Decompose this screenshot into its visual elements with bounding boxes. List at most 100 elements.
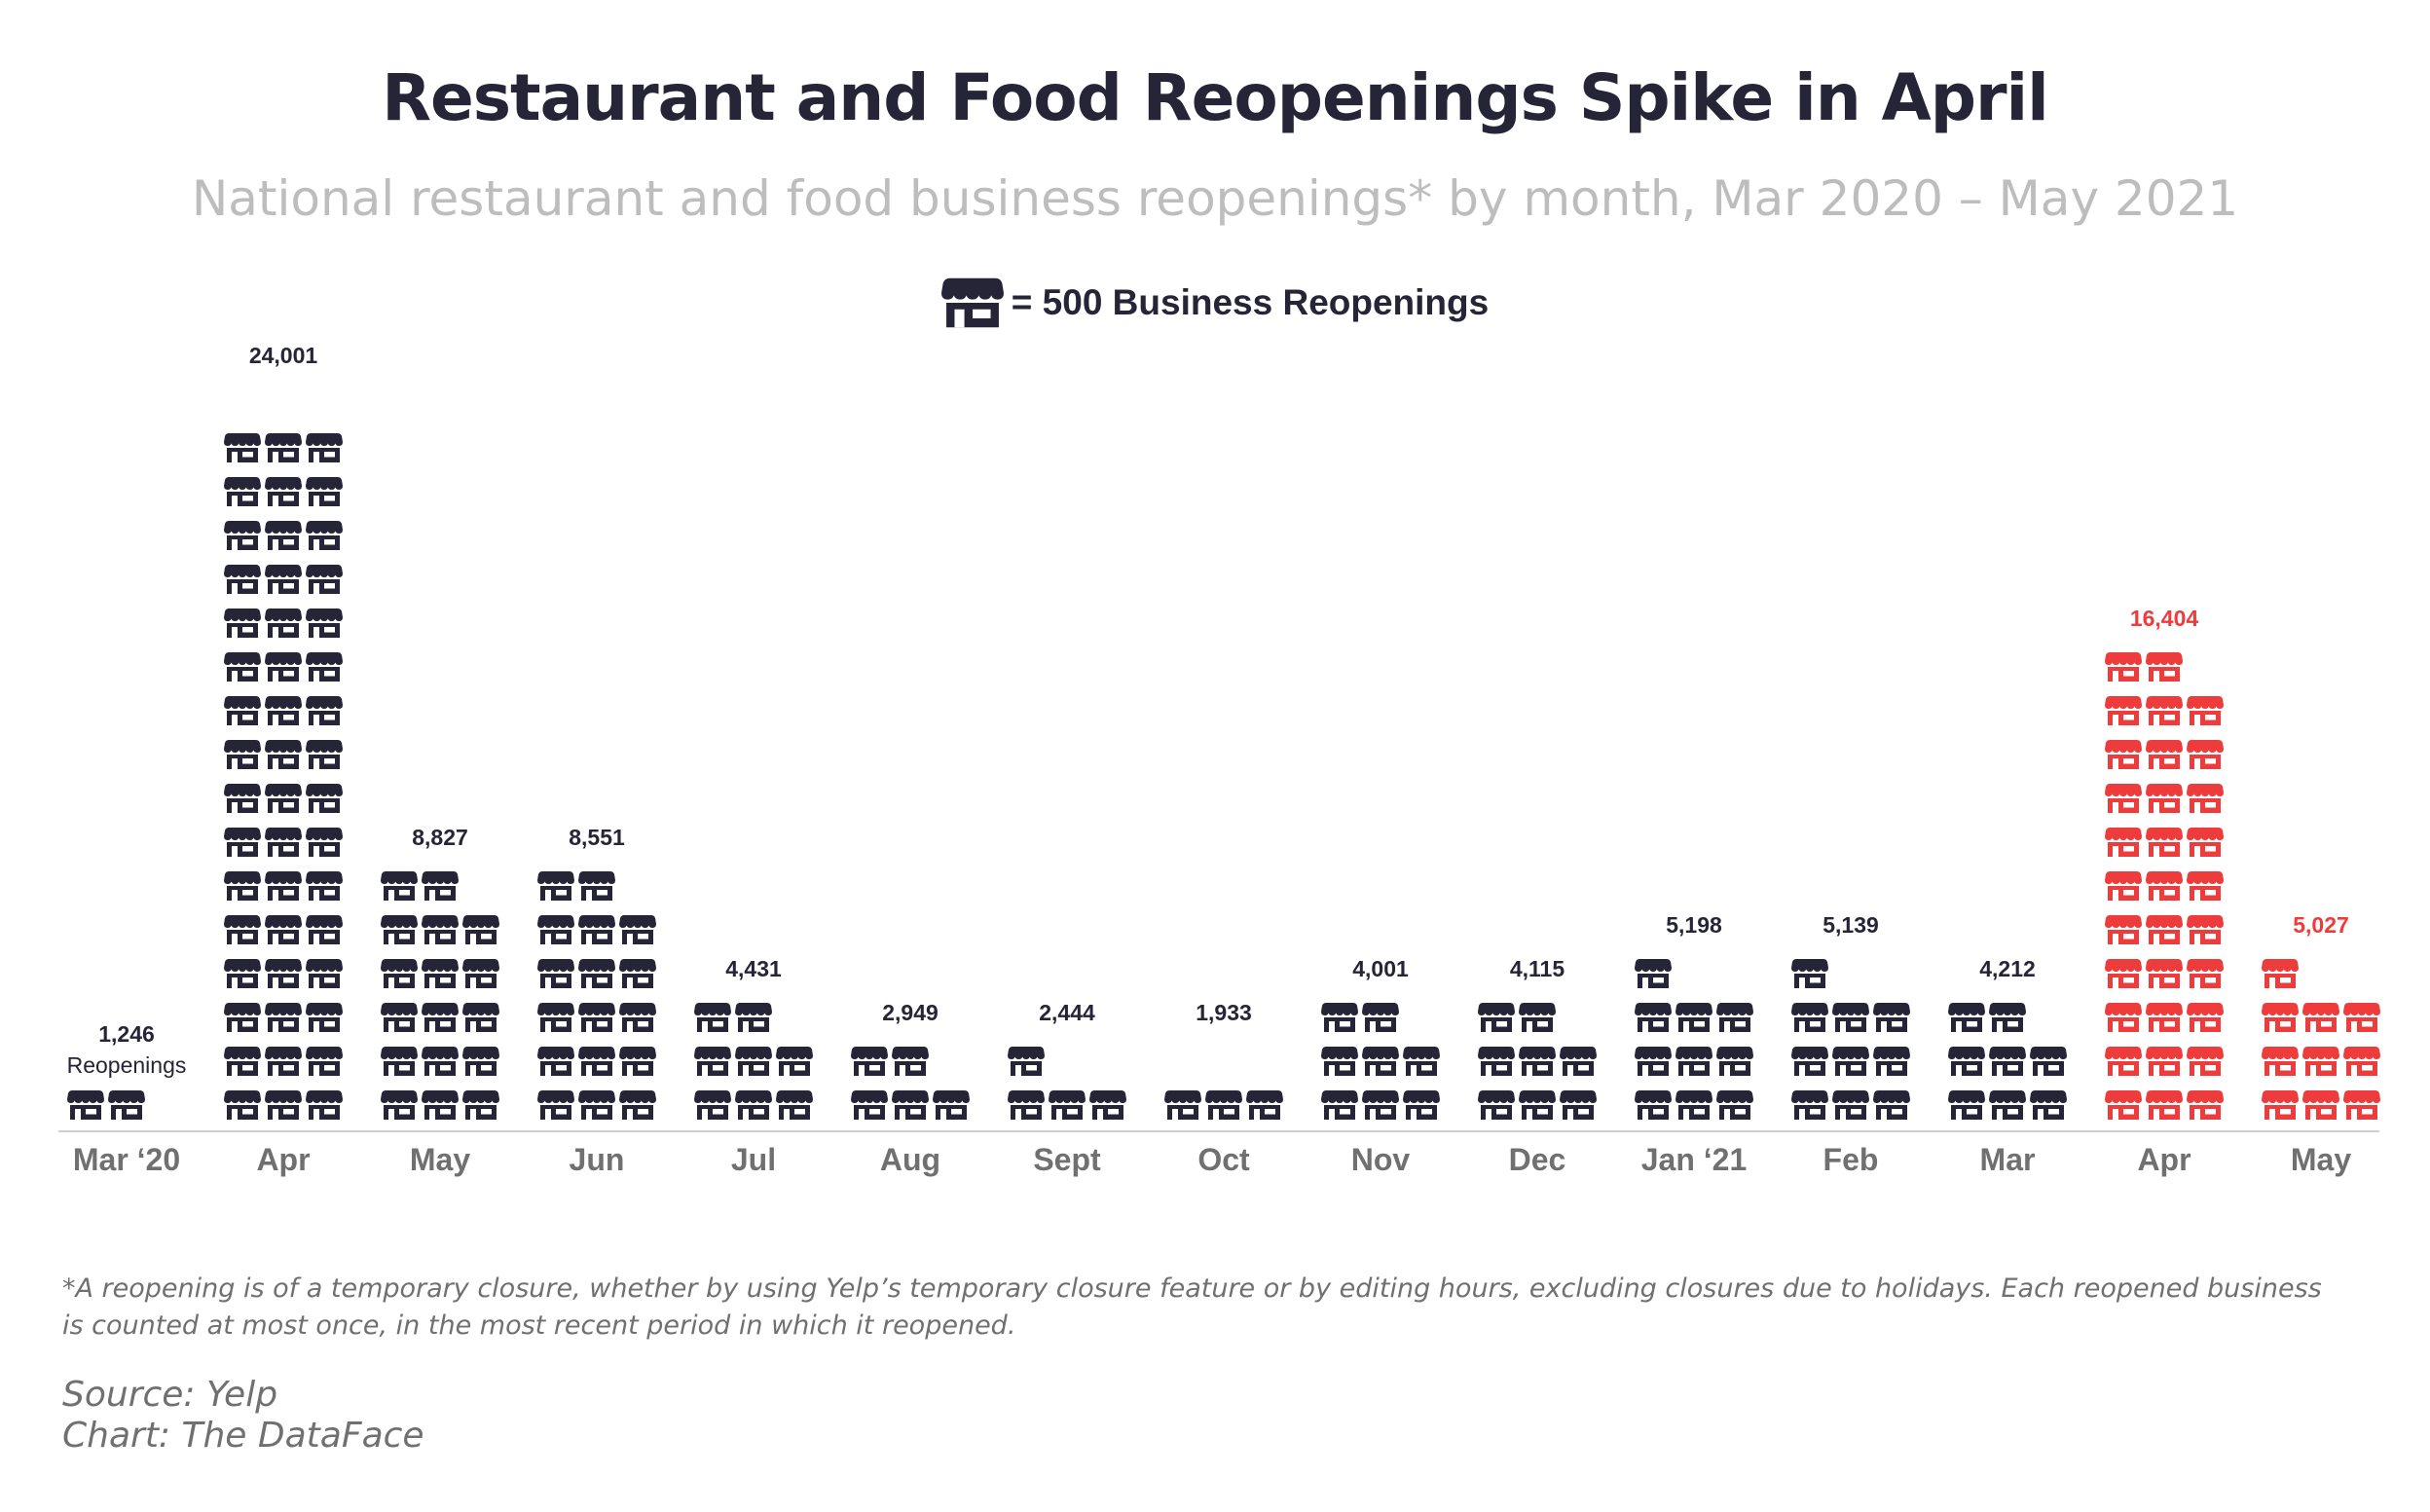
data-label: 2,444 bbox=[1039, 1000, 1095, 1025]
storefront-icon-partial bbox=[933, 1050, 970, 1076]
storefront-icon bbox=[2146, 828, 2183, 857]
storefront-icon bbox=[1791, 1003, 1828, 1032]
x-tick-label: Dec bbox=[1509, 1142, 1566, 1177]
data-label: 1,933 bbox=[1196, 1000, 1252, 1025]
storefront-icon bbox=[578, 1090, 615, 1120]
storefront-icon bbox=[306, 565, 343, 594]
storefront-icon bbox=[224, 1047, 261, 1076]
storefront-icon bbox=[2105, 652, 2142, 682]
x-tick-label: Apr bbox=[2137, 1142, 2191, 1177]
storefront-icon bbox=[1989, 1090, 2026, 1120]
storefront-icon bbox=[2105, 1047, 2142, 1076]
x-tick-label: Mar ‘20 bbox=[73, 1142, 180, 1177]
storefront-icon bbox=[2146, 915, 2183, 944]
storefront-icon bbox=[306, 740, 343, 769]
storefront-icon bbox=[694, 1003, 731, 1032]
storefront-icon bbox=[306, 696, 343, 725]
storefront-icon bbox=[1246, 1090, 1283, 1120]
x-tick-label: Sept bbox=[1033, 1142, 1101, 1177]
storefront-icon bbox=[1832, 1090, 1869, 1120]
storefront-icon-partial bbox=[1560, 1025, 1597, 1032]
storefront-icon bbox=[2187, 1003, 2224, 1032]
storefront-icon bbox=[2146, 1090, 2183, 1120]
bar-group: 4,431 Jul bbox=[694, 956, 813, 1177]
storefront-icon bbox=[1362, 1047, 1399, 1076]
storefront-icon bbox=[776, 1090, 813, 1120]
storefront-icon bbox=[265, 521, 302, 550]
storefront-icon bbox=[1321, 1003, 1358, 1032]
storefront-icon bbox=[381, 1003, 418, 1032]
storefront-icon bbox=[578, 871, 615, 901]
storefront-icon bbox=[1635, 1090, 1672, 1120]
storefront-icon bbox=[381, 1047, 418, 1076]
storefront-icon bbox=[2105, 915, 2142, 944]
storefront-icon bbox=[2187, 696, 2224, 725]
storefront-icon bbox=[67, 1090, 104, 1120]
storefront-icon-partial bbox=[1164, 1051, 1201, 1076]
data-label: 2,949 bbox=[882, 1000, 939, 1025]
storefront-icon bbox=[2262, 1090, 2299, 1120]
storefront-icon bbox=[2105, 1090, 2142, 1120]
storefront-icon bbox=[224, 608, 261, 638]
credit-text: Chart: The DataFace bbox=[62, 1416, 424, 1456]
storefront-icon bbox=[619, 959, 656, 988]
storefront-icon bbox=[108, 1090, 145, 1120]
storefront-icon bbox=[265, 1003, 302, 1032]
storefront-icon bbox=[224, 871, 261, 901]
storefront-icon bbox=[2302, 1090, 2339, 1120]
storefront-icon bbox=[2187, 871, 2224, 901]
storefront-icon bbox=[306, 915, 343, 944]
storefront-icon bbox=[306, 828, 343, 857]
storefront-icon bbox=[265, 477, 302, 506]
storefront-icon bbox=[1008, 1090, 1045, 1120]
x-tick-label: Oct bbox=[1197, 1142, 1250, 1177]
storefront-icon bbox=[1989, 1003, 2026, 1032]
bar-group: 4,212 Mar bbox=[1948, 956, 2067, 1177]
storefront-icon bbox=[2187, 740, 2224, 769]
storefront-icon bbox=[224, 915, 261, 944]
storefront-icon bbox=[1008, 1047, 1045, 1076]
bar-group: 8,827 May bbox=[381, 825, 499, 1177]
storefront-icon bbox=[422, 1047, 459, 1076]
storefront-icon bbox=[2302, 1047, 2339, 1076]
storefront-icon-partial bbox=[776, 1007, 813, 1032]
storefront-icon bbox=[224, 477, 261, 506]
storefront-icon bbox=[265, 871, 302, 901]
storefront-icon bbox=[224, 696, 261, 725]
data-label-unit: Reopenings bbox=[67, 1052, 187, 1078]
bar-group: 5,139 Feb bbox=[1791, 912, 1910, 1177]
bar-group: 5,027 May bbox=[2262, 912, 2380, 1177]
data-label: 24,001 bbox=[249, 343, 318, 368]
storefront-icon bbox=[381, 915, 418, 944]
x-tick-label: Nov bbox=[1351, 1142, 1411, 1177]
storefront-icon bbox=[462, 915, 499, 944]
storefront-icon bbox=[1478, 1003, 1515, 1032]
storefront-icon bbox=[1635, 1047, 1672, 1076]
storefront-icon bbox=[2146, 652, 2183, 682]
bar-group: 2,949 Aug bbox=[851, 1000, 970, 1177]
data-label: 4,115 bbox=[1510, 956, 1565, 981]
x-tick-label: Apr bbox=[256, 1142, 310, 1177]
storefront-icon bbox=[1832, 1003, 1869, 1032]
storefront-icon bbox=[1675, 1090, 1712, 1120]
storefront-icon bbox=[462, 1090, 499, 1120]
storefront-icon bbox=[1519, 1090, 1556, 1120]
storefront-icon bbox=[2105, 959, 2142, 988]
storefront-icon-partial bbox=[1049, 1050, 1086, 1076]
storefront-icon bbox=[537, 871, 574, 901]
storefront-icon bbox=[578, 915, 615, 944]
storefront-icon bbox=[1675, 1003, 1712, 1032]
storefront-icon bbox=[892, 1047, 929, 1076]
storefront-icon bbox=[1164, 1090, 1201, 1120]
storefront-icon bbox=[1362, 1003, 1399, 1032]
storefront-icon bbox=[694, 1090, 731, 1120]
storefront-icon-partial bbox=[619, 897, 656, 901]
storefront-icon bbox=[537, 1090, 574, 1120]
storefront-icon bbox=[619, 1003, 656, 1032]
storefront-icon bbox=[224, 652, 261, 682]
storefront-icon bbox=[619, 1090, 656, 1120]
storefront-icon bbox=[2105, 784, 2142, 813]
bar-group: 5,198 Jan ‘21 bbox=[1635, 912, 1753, 1177]
storefront-icon bbox=[2187, 915, 2224, 944]
x-tick-label: Jan ‘21 bbox=[1641, 1142, 1748, 1177]
